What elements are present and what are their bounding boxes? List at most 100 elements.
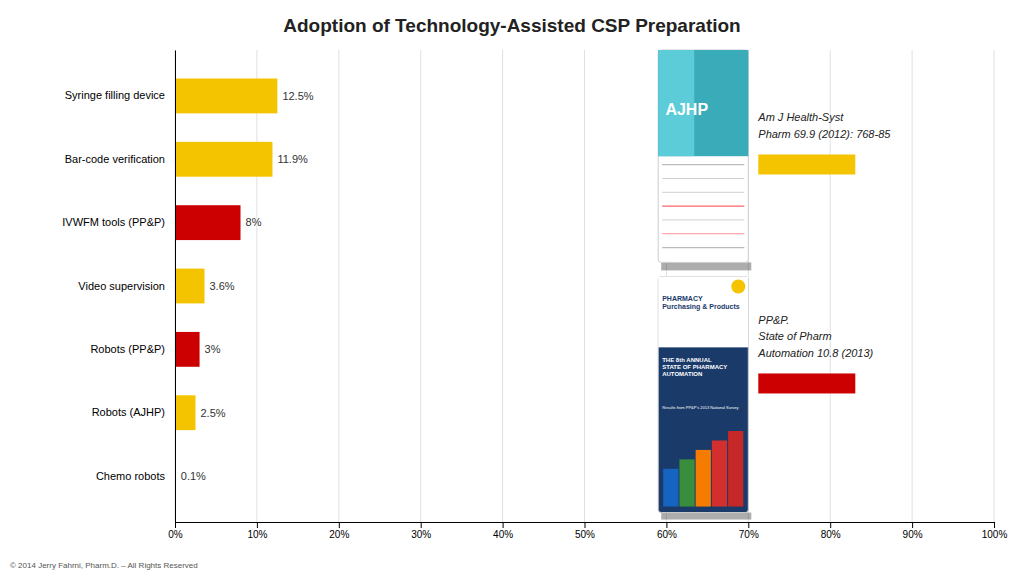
cover-header xyxy=(658,277,748,348)
tick-label: 50% xyxy=(575,529,595,540)
cover-decoration xyxy=(679,459,694,506)
annotation: Am J Health-SystPharm 69.9 (2012): 768-8… xyxy=(757,111,891,140)
annotation-line: PHARMACY xyxy=(662,295,703,302)
tick: Chemo robots xyxy=(96,470,175,482)
annotation-line: Automation 10.8 (2013) xyxy=(757,347,873,359)
data-label: 0.1% xyxy=(181,470,206,482)
tick: 40% xyxy=(493,522,513,540)
source-swatch xyxy=(758,154,855,174)
tick-label: Bar-code verification xyxy=(65,153,165,165)
annotation: AJHP xyxy=(665,101,708,118)
tick: Robots (AJHP) xyxy=(92,406,175,418)
cover-decoration xyxy=(696,450,711,507)
annotation-line: THE 8th ANNUAL xyxy=(662,357,712,363)
annotation-line: STATE OF PHARMACY xyxy=(662,364,727,370)
cover-text-line xyxy=(662,192,744,193)
tick-label: 60% xyxy=(657,529,677,540)
annotation: Results from PP&P's 2013 National Survey xyxy=(662,405,738,410)
tick-label: 90% xyxy=(903,529,923,540)
cover-text-line xyxy=(662,219,744,220)
annotation-line: Am J Health-Syst xyxy=(757,111,844,123)
grid-line xyxy=(175,50,176,522)
data-label: 8% xyxy=(246,216,262,228)
data-label: 2.5% xyxy=(200,407,225,419)
tick-mark xyxy=(748,522,749,528)
cover-text-line xyxy=(662,206,744,207)
cover-header xyxy=(658,50,748,156)
annotation-line: Results from PP&P's 2013 National Survey xyxy=(662,405,738,410)
cover-decoration xyxy=(728,431,743,507)
grid xyxy=(175,50,994,522)
bar xyxy=(175,395,195,430)
tick-label: 0% xyxy=(168,529,183,540)
grid-line xyxy=(502,50,503,522)
tick-label: IVWFM tools (PP&P) xyxy=(62,216,165,228)
cover-shadow xyxy=(661,513,751,520)
source-swatch xyxy=(758,373,855,393)
journal-cover xyxy=(658,277,748,513)
grid-line xyxy=(420,50,421,522)
cover-decoration xyxy=(663,469,678,507)
grid-line xyxy=(584,50,585,522)
tick-label: Chemo robots xyxy=(96,470,166,482)
tick: IVWFM tools (PP&P) xyxy=(62,216,175,228)
grid-line xyxy=(338,50,339,522)
tick: 0% xyxy=(168,522,183,540)
cover-badge xyxy=(731,280,745,294)
tick-label: Video supervision xyxy=(78,280,165,292)
tick-mark xyxy=(912,522,913,528)
bars xyxy=(175,79,277,494)
journal-cover xyxy=(658,50,748,262)
tick: 60% xyxy=(657,522,677,540)
annotation: © 2014 Jerry Fahrni, Pharm.D. – All Righ… xyxy=(10,561,198,570)
bar xyxy=(175,142,272,177)
tick-label: Robots (PP&P) xyxy=(90,343,165,355)
x-axis: 0% 10% 20% 30% 40% 50% 60% 70% 80% 90% 100% xyxy=(168,522,1007,540)
tick-label: 100% xyxy=(982,529,1008,540)
bar xyxy=(175,269,204,304)
tick: 90% xyxy=(903,522,923,540)
cover-text-line xyxy=(662,247,744,248)
grid-line xyxy=(994,50,995,522)
bar xyxy=(175,205,241,240)
tick-label: 20% xyxy=(329,529,349,540)
tick-label: 10% xyxy=(247,529,267,540)
tick: 50% xyxy=(575,522,595,540)
cover-text-line xyxy=(662,164,744,165)
data-label: 3% xyxy=(205,343,221,355)
tick: 30% xyxy=(411,522,431,540)
tick-label: Robots (AJHP) xyxy=(92,406,165,418)
annotation-line: AUTOMATION xyxy=(662,371,702,377)
tick-label: 30% xyxy=(411,529,431,540)
tick-mark xyxy=(175,522,176,528)
tick: Syringe filling device xyxy=(65,89,175,101)
bar xyxy=(175,79,277,114)
tick: 70% xyxy=(739,522,759,540)
tick-mark xyxy=(666,522,667,528)
tick-label: 70% xyxy=(739,529,759,540)
data-label: 3.6% xyxy=(209,280,234,292)
tick: 10% xyxy=(247,522,267,540)
annotation: PHARMACYPurchasing & Products xyxy=(662,295,740,311)
grid-line xyxy=(256,50,257,522)
tick-mark xyxy=(339,522,340,528)
tick-mark xyxy=(585,522,586,528)
tick: 20% xyxy=(329,522,349,540)
tick: 80% xyxy=(821,522,841,540)
axis-line xyxy=(175,51,176,523)
data-labels: 12.5%11.9%8%3.6%3%2.5%0.1% xyxy=(181,90,314,482)
grid-line xyxy=(912,50,913,522)
annotation-line: PP&P. xyxy=(758,314,789,326)
chart: 12.5%11.9%8%3.6%3%2.5%0.1%0%10%20%30%40%… xyxy=(0,0,1024,574)
annotation: PP&P.State of PharmAutomation 10.8 (2013… xyxy=(757,314,873,359)
data-label: 12.5% xyxy=(282,90,313,102)
tick: Bar-code verification xyxy=(65,153,175,165)
annotation: THE 8th ANNUALSTATE OF PHARMACYAUTOMATIO… xyxy=(662,357,727,377)
cover-text-line xyxy=(662,233,744,234)
tick-mark xyxy=(421,522,422,528)
tick-mark xyxy=(830,522,831,528)
axis-line xyxy=(176,523,995,529)
tick-mark xyxy=(994,522,995,528)
title: Adoption of Technology-Assisted CSP Prep… xyxy=(283,15,740,36)
tick-label: 40% xyxy=(493,529,513,540)
